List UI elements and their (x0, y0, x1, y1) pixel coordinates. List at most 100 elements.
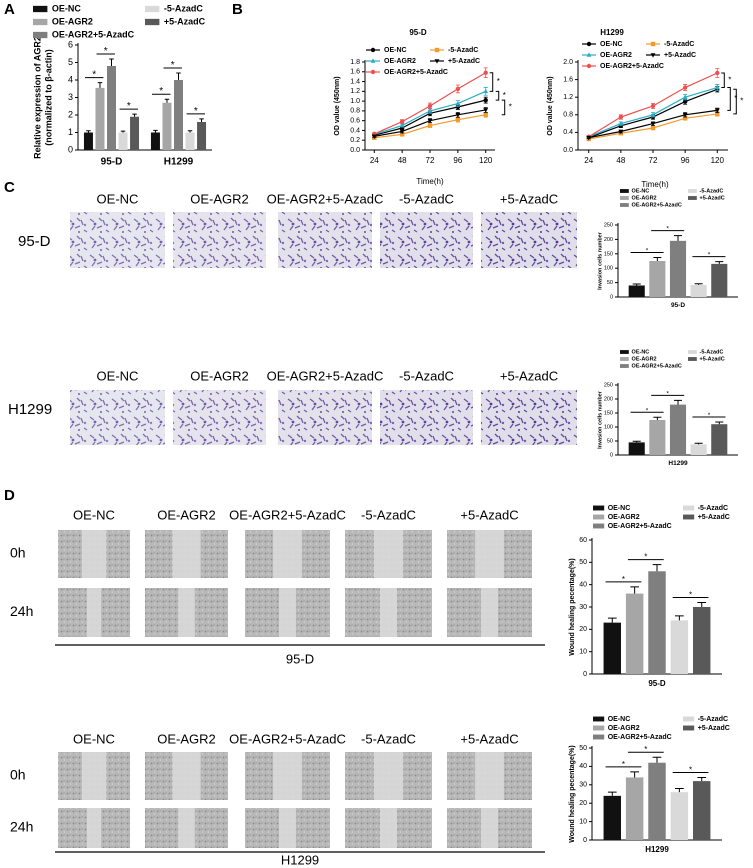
significance-label: * (666, 226, 669, 233)
y-tick-label: 0.4 (563, 129, 573, 136)
legend-label: -5-AzadC (164, 3, 204, 13)
y-axis-label: Wound healing pecentage(%) (569, 745, 576, 843)
bar (648, 762, 666, 840)
bar (711, 263, 728, 297)
error-bar (673, 235, 683, 241)
marker (455, 100, 461, 106)
error-bar (630, 771, 639, 778)
x-axis-label: Time(h) (641, 180, 669, 189)
legend-swatch (620, 357, 629, 361)
legend-swatch (683, 716, 695, 722)
y-axis-label: Relative expression of AGR2 (32, 36, 42, 159)
marker (714, 108, 720, 114)
marker (371, 134, 377, 139)
bar (107, 66, 116, 150)
error-bar (607, 791, 617, 796)
marker (682, 94, 688, 99)
row-label: 24h (10, 819, 33, 835)
legend-label: -5-AzadC (448, 47, 478, 54)
error-bar (164, 98, 170, 103)
x-tick-label: 120 (479, 156, 493, 165)
legend-swatch (620, 189, 629, 193)
significance-label: * (689, 765, 692, 774)
y-tick-label: 30 (579, 604, 587, 611)
legend-swatch (683, 725, 695, 731)
legend-label: OE-AGR2 (608, 725, 640, 732)
column-label: OE-AGR2+5-AzadC (267, 368, 384, 383)
bar (692, 781, 711, 840)
error-bar (86, 130, 91, 133)
significance-label: * (104, 46, 108, 57)
y-tick-label: 0.6 (350, 118, 360, 125)
y-tick-label: 0.8 (350, 108, 360, 115)
wound-gap (481, 588, 498, 637)
legend-swatch (33, 18, 48, 26)
legend-swatch (688, 196, 697, 200)
legend-label: OE-AGR2 (52, 16, 93, 26)
significance-label: * (646, 407, 649, 414)
column-label: OE-NC (73, 731, 115, 746)
row-label: 95-D (18, 233, 51, 250)
legend-swatch (593, 734, 605, 740)
legend-label: +5-AzadC (664, 52, 696, 59)
marker (455, 117, 461, 122)
column-label: -5-AzadC (399, 368, 454, 383)
legend-label: OE-AGR2 (632, 195, 657, 201)
error-bar (697, 602, 707, 607)
bar (649, 261, 666, 297)
column-label: +5-AzadC (500, 368, 558, 383)
wound-gap (279, 808, 296, 848)
y-tick-label: 10 (579, 818, 587, 825)
legend-swatch (620, 203, 629, 207)
legend-label: OE-NC (608, 716, 631, 723)
x-tick-label: 24 (370, 156, 379, 165)
legend-label: OE-AGR2+5-AzadC (632, 363, 682, 369)
x-tick-label: 95-D (101, 157, 123, 168)
legend-label: +5-AzadC (448, 58, 480, 65)
y-tick-label: 0 (583, 671, 587, 678)
significance-label: * (92, 70, 96, 81)
x-tick-label: 72 (649, 156, 658, 165)
marker (427, 118, 433, 124)
column-label: +5-AzadC (460, 507, 518, 522)
y-tick-label: 150 (604, 251, 613, 257)
legend-label: OE-NC (384, 47, 407, 54)
marker (650, 53, 656, 58)
legend-label: +5-AzadC (698, 514, 730, 521)
bar (603, 795, 622, 840)
x-tick-label: H1299 (164, 157, 194, 168)
error-bar (632, 440, 641, 443)
y-axis-label: (normalized to β-actin) (43, 49, 53, 146)
marker (650, 103, 656, 109)
row-label: H1299 (8, 401, 52, 418)
marker (715, 70, 720, 76)
legend-swatch (620, 350, 629, 354)
legend-label: OE-NC (632, 188, 650, 194)
legend-label: OE-NC (600, 41, 623, 48)
error-bar (132, 113, 137, 117)
significance-bracket (489, 72, 494, 92)
column-label: -5-AzadC (399, 191, 454, 206)
error-bar (694, 283, 703, 285)
error-bar (715, 261, 724, 264)
significance-label: * (740, 97, 743, 106)
y-tick-label: 40 (579, 582, 587, 589)
micrograph (70, 212, 165, 268)
micrograph (173, 212, 266, 268)
marker (370, 69, 376, 75)
bar (670, 792, 689, 840)
column-label: OE-AGR2+5-AzadC (267, 191, 384, 206)
row-label: 24h (10, 603, 33, 619)
wound-gap (172, 530, 201, 578)
y-tick-label: 1.2 (350, 88, 360, 95)
significance-label: * (644, 745, 647, 754)
marker (427, 123, 433, 128)
wound-gap (379, 808, 398, 848)
marker (434, 47, 440, 53)
y-tick-label: 3 (68, 92, 73, 102)
panel-label: B (232, 1, 243, 18)
marker (483, 88, 489, 94)
column-label: OE-AGR2+5-AzadC (229, 731, 346, 746)
x-tick-label: H1299 (668, 460, 688, 467)
marker (682, 113, 688, 118)
